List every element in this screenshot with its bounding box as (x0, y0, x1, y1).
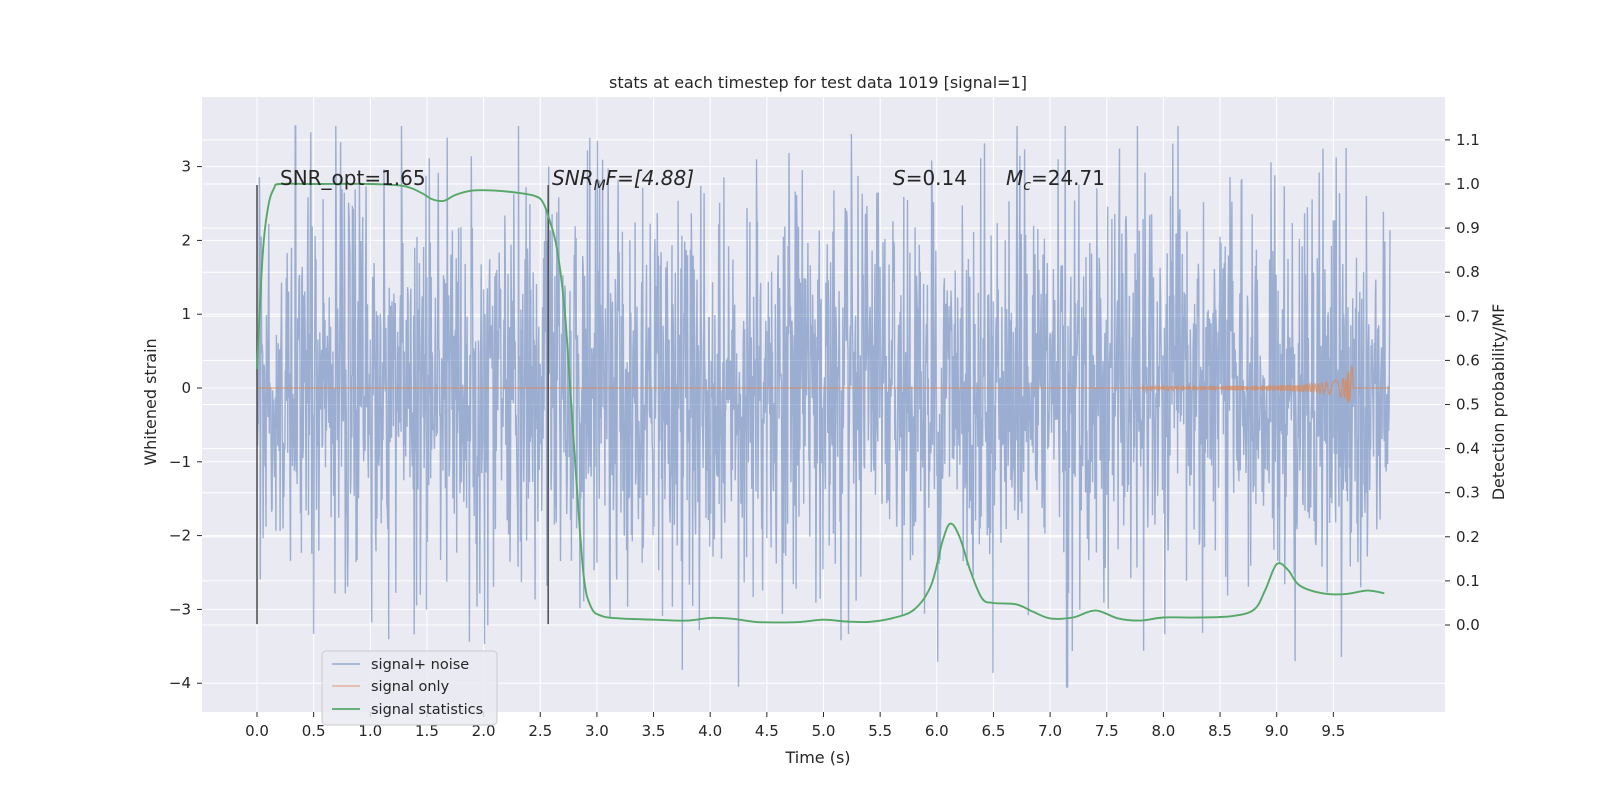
x-tick-label: 2.0 (472, 722, 496, 740)
y2-tick-label: 1.0 (1456, 175, 1480, 193)
x-tick-label: 1.5 (415, 722, 439, 740)
x-tick-label: 9.0 (1265, 722, 1289, 740)
y2-tick-label: 0.9 (1456, 219, 1480, 237)
x-tick-label: 0.5 (302, 722, 326, 740)
x-tick-label: 5.0 (812, 722, 836, 740)
y2-tick-label: 0.7 (1456, 307, 1480, 325)
s-value: =0.14 (906, 166, 967, 190)
signal-plus-noise-line (256, 125, 1391, 688)
y-tick-label: −4 (169, 674, 191, 692)
y-tick-label: −3 (169, 600, 191, 618)
mc-subscript: c (1023, 178, 1031, 194)
mc-base: M (1006, 166, 1023, 190)
x-tick-label: 7.0 (1038, 722, 1062, 740)
signal-only-series (257, 365, 1390, 404)
x-tick-label: 2.5 (528, 722, 552, 740)
x-tick-label: 4.0 (698, 722, 722, 740)
y2-tick-label: 0.6 (1456, 351, 1480, 369)
y2-tick-label: 0.2 (1456, 528, 1480, 546)
snr-mf-base: SNR (552, 166, 594, 190)
y2-tick-label: 0.8 (1456, 263, 1480, 281)
y2-axis-ticks: 1.1 1.0 0.9 0.8 0.7 0.6 0.5 0.4 0.3 0.2 0.1 0.0 (1445, 131, 1480, 634)
x-tick-label: 1.0 (358, 722, 382, 740)
x-axis-ticks: 0.0 0.5 1.0 1.5 2.0 2.5 3.0 3.5 4.0 4.5 5.0 5.5 6.0 6… (245, 712, 1345, 740)
mc-annotation: Mc=24.71 (1006, 166, 1105, 194)
y-axis-label: Whitened strain (141, 338, 160, 465)
signal-only-line (257, 365, 1390, 404)
signal-statistics-line (256, 182, 1385, 624)
s-annotation: S=0.14 (893, 166, 967, 190)
y2-tick-label: 0.4 (1456, 440, 1480, 458)
legend-frame (321, 650, 498, 726)
y2-tick-label: 1.1 (1456, 131, 1480, 149)
legend: signal+ noise signal only signal statist… (321, 650, 498, 726)
y-tick-label: 0 (181, 379, 191, 397)
snr-opt-annotation: SNR_opt=1.65 (280, 166, 426, 190)
x-tick-label: 9.5 (1321, 722, 1345, 740)
x-tick-label: 0.0 (245, 722, 269, 740)
x-axis-label: Time (s) (784, 748, 850, 767)
signal-plus-noise-series (256, 125, 1391, 688)
s-variable: S (893, 166, 906, 190)
y2-axis-label: Detection probability/MF (1489, 304, 1508, 501)
vertical-markers (256, 185, 549, 625)
x-tick-label: 8.0 (1151, 722, 1175, 740)
snr-mf-subscript: M (594, 178, 606, 194)
y-tick-label: 2 (181, 231, 191, 249)
legend-label-noise: signal+ noise (371, 657, 469, 673)
y-axis-ticks: 3 2 1 0 −1 −2 −3 −4 (169, 158, 202, 692)
x-tick-label: 5.5 (868, 722, 892, 740)
x-tick-label: 6.5 (982, 722, 1006, 740)
y2-tick-label: 0.0 (1456, 616, 1480, 634)
y2-tick-label: 0.3 (1456, 484, 1480, 502)
y-tick-label: −2 (169, 527, 191, 545)
y-tick-label: 1 (181, 305, 191, 323)
signal-statistics-series (256, 182, 1385, 624)
x-tick-label: 3.0 (585, 722, 609, 740)
snr-mf-annotation: SNRMF=[4.88] (552, 166, 694, 194)
x-tick-label: 8.5 (1208, 722, 1232, 740)
snr-mf-value: F=[4.88] (606, 166, 694, 190)
y-tick-label: −1 (169, 453, 191, 471)
x-tick-label: 3.5 (642, 722, 666, 740)
y2-tick-label: 0.5 (1456, 396, 1480, 414)
y-tick-label: 3 (181, 158, 191, 176)
y2-tick-label: 0.1 (1456, 572, 1480, 590)
legend-label-signal: signal only (371, 679, 450, 695)
x-tick-label: 6.0 (925, 722, 949, 740)
x-tick-label: 4.5 (755, 722, 779, 740)
x-tick-label: 7.5 (1095, 722, 1119, 740)
chart-title: stats at each timestep for test data 101… (609, 73, 1027, 92)
mc-value: =24.71 (1031, 166, 1105, 190)
legend-label-stats: signal statistics (371, 702, 483, 718)
